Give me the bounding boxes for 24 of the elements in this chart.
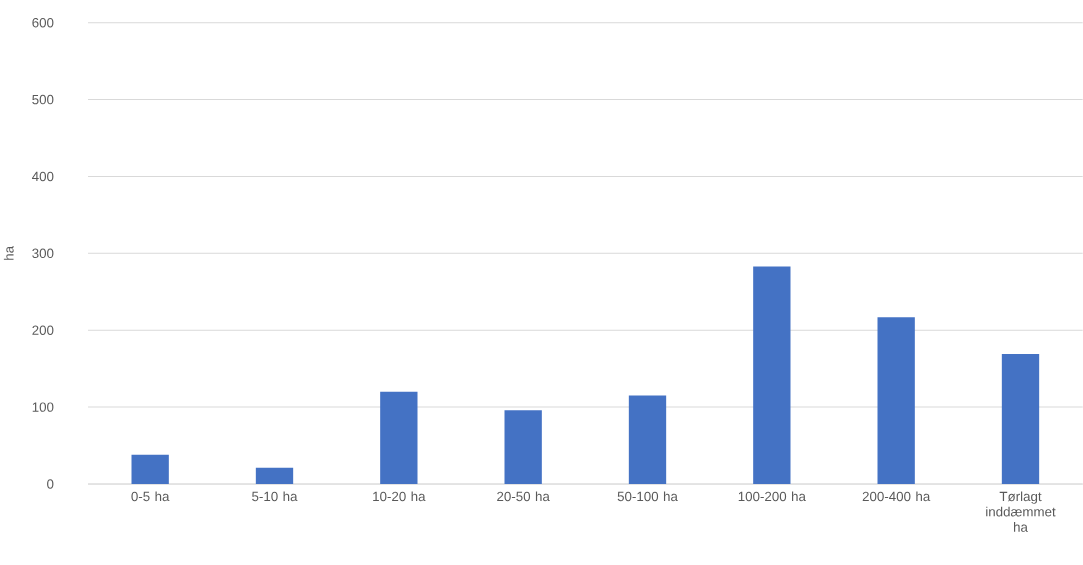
y-tick-label: 500: [32, 94, 54, 105]
y-axis-title: ha: [3, 245, 14, 260]
y-tick-label: 100: [32, 402, 54, 412]
x-tick-label: 200-400 ha: [862, 491, 931, 502]
x-tick-label: Tørlagt inddæmmet ha: [986, 491, 1056, 532]
x-tick-label: 10-20 ha: [373, 491, 426, 502]
x-tick-label: 20-50 ha: [497, 491, 550, 502]
bar: [877, 317, 915, 484]
y-tick-label: 300: [32, 248, 54, 259]
y-tick-label: 0: [47, 479, 54, 489]
y-tick-label: 600: [32, 17, 54, 28]
y-tick-label: 200: [32, 325, 54, 335]
bar: [380, 391, 418, 484]
x-tick-label: 100-200 ha: [738, 491, 806, 502]
bar: [504, 410, 542, 484]
bar: [131, 454, 169, 484]
x-tick-label: 0-5 ha: [131, 491, 170, 502]
bar: [753, 266, 791, 484]
bar: [255, 467, 294, 484]
x-tick-label: 5-10 ha: [252, 491, 298, 502]
x-tick-label: 50-100 ha: [617, 491, 678, 502]
bar: [628, 395, 667, 484]
y-tick-label: 400: [32, 171, 54, 182]
bar: [1001, 354, 1040, 484]
